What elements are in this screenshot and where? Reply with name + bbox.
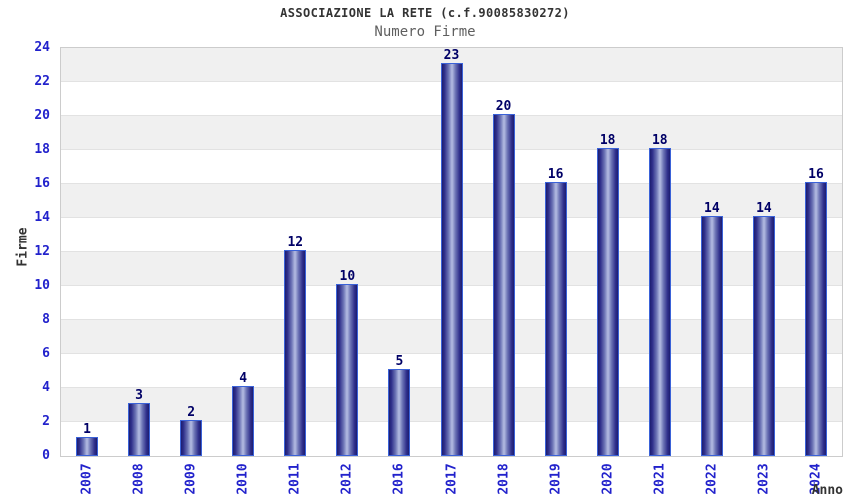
x-tick-label: 2019: [548, 463, 564, 495]
bar: [492, 114, 515, 456]
bar: [804, 182, 827, 456]
bar-value-label: 12: [287, 235, 304, 250]
bar-value-label: 18: [599, 133, 616, 148]
x-tick-label: 2010: [235, 463, 251, 495]
x-tick-label: 2012: [339, 463, 355, 495]
bar-value-label: 14: [704, 201, 720, 216]
bar: [284, 250, 307, 456]
bar-value-label: 3: [135, 388, 144, 403]
bar-value-label: 20: [495, 99, 512, 114]
x-tick-label: 2007: [79, 463, 95, 495]
y-tick-label: 6: [42, 346, 50, 361]
bar-value-label: 4: [239, 371, 248, 386]
x-tick-label: 2009: [183, 463, 199, 495]
bar: [388, 369, 411, 456]
x-tick-label: 2017: [444, 463, 459, 495]
bar: [76, 437, 99, 456]
bar-value-label: 14: [756, 201, 772, 216]
bar-value-label: 2: [187, 405, 196, 420]
bar: [544, 182, 567, 456]
x-tick-label: 2023: [756, 463, 772, 495]
bar-value-label: 5: [395, 354, 404, 369]
y-tick-label: 2: [42, 414, 50, 429]
chart-title: ASSOCIAZIONE LA RETE (c.f.90085830272): [280, 6, 570, 20]
x-axis-title: Anno: [811, 483, 843, 498]
bar-value-label: 1: [83, 422, 91, 437]
x-tick-label: 2022: [704, 463, 720, 495]
bar-value-label: 18: [651, 133, 668, 148]
y-tick-label: 14: [34, 210, 50, 225]
bar: [700, 216, 723, 456]
bar: [596, 148, 619, 456]
y-tick-label: 18: [34, 142, 50, 157]
chart-subtitle: Numero Firme: [374, 24, 476, 40]
x-tick-label: 2021: [652, 463, 668, 495]
y-tick-label: 0: [42, 448, 50, 463]
bar: [180, 420, 203, 456]
y-tick-label: 22: [34, 74, 50, 89]
plot-area: 1 3 2 4 12 10 5 23 20 16 18 18 14 14 16: [60, 47, 843, 457]
bar: [752, 216, 775, 456]
x-tick-label: 2008: [131, 463, 147, 495]
y-tick-label: 20: [34, 108, 50, 123]
bar: [232, 386, 255, 456]
x-tick-label: 2011: [287, 463, 303, 495]
y-tick-label: 8: [42, 312, 50, 327]
y-tick-label: 16: [34, 176, 50, 191]
x-tick-label: 2018: [496, 463, 512, 495]
bar: [128, 403, 151, 456]
bar-value-label: 23: [443, 48, 460, 63]
bar: [440, 63, 463, 456]
y-tick-label: 4: [42, 380, 50, 395]
y-tick-label: 12: [34, 244, 50, 259]
bar: [336, 284, 359, 456]
bar-value-label: 10: [339, 269, 356, 284]
y-tick-label: 10: [34, 278, 50, 293]
bar-value-label: 16: [808, 167, 824, 182]
x-tick-label: 2020: [600, 463, 616, 495]
y-tick-label: 24: [34, 40, 50, 55]
bar: [648, 148, 671, 456]
bar-value-label: 16: [547, 167, 564, 182]
x-tick-label: 2016: [391, 463, 407, 495]
